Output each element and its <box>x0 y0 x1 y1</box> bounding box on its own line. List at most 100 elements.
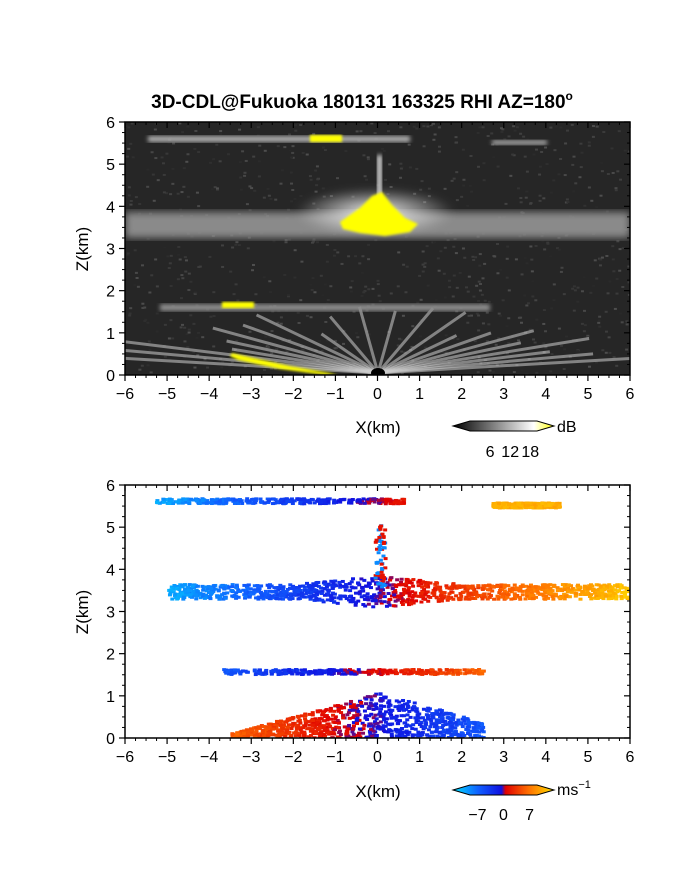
velocity-gate <box>291 586 296 590</box>
velocity-gate <box>342 725 347 729</box>
velocity-gate <box>210 591 215 595</box>
noise-speckle <box>482 162 486 165</box>
noise-speckle <box>533 341 537 344</box>
velocity-gate <box>465 589 470 593</box>
velocity-gate <box>374 692 379 696</box>
velocity-gate <box>387 603 392 607</box>
noise-speckle <box>408 166 412 169</box>
noise-speckle <box>300 260 304 263</box>
velocity-gate <box>378 527 383 531</box>
velocity-gate <box>185 591 190 595</box>
velocity-gate <box>291 721 296 725</box>
noise-speckle <box>266 187 270 190</box>
noise-speckle <box>519 321 523 324</box>
velocity-gate <box>383 730 388 734</box>
velocity-gate <box>284 729 289 733</box>
velocity-gate <box>311 719 316 723</box>
noise-speckle <box>464 286 468 289</box>
velocity-gate <box>514 586 519 590</box>
velocity-gate <box>498 588 503 592</box>
velocity-gate <box>238 499 243 503</box>
velocity-gate <box>420 580 425 584</box>
velocity-gate <box>319 500 324 504</box>
noise-speckle <box>146 364 150 367</box>
velocity-gate <box>610 585 615 589</box>
velocity-gate <box>283 734 288 738</box>
noise-speckle <box>171 167 175 170</box>
velocity-gate <box>292 499 297 503</box>
noise-speckle <box>256 134 260 137</box>
noise-speckle <box>560 266 564 269</box>
velocity-gate <box>373 735 378 738</box>
noise-speckle <box>263 149 267 152</box>
noise-speckle <box>203 358 207 361</box>
velocity-gate <box>332 501 337 505</box>
velocity-gate <box>343 668 348 672</box>
velocity-gate <box>288 723 293 727</box>
velocity-gate <box>331 730 336 734</box>
noise-speckle <box>152 199 156 202</box>
noise-speckle <box>494 343 498 346</box>
velocity-gate <box>245 586 250 590</box>
velocity-gate <box>307 723 312 727</box>
velocity-gate <box>258 591 263 595</box>
noise-speckle <box>426 125 430 128</box>
velocity-gate <box>356 709 361 713</box>
noise-speckle <box>442 272 446 275</box>
velocity-gate <box>607 594 612 598</box>
velocity-gate <box>380 532 385 536</box>
noise-speckle <box>492 156 496 159</box>
velocity-gate <box>618 586 623 590</box>
noise-speckle <box>150 274 154 277</box>
velocity-gate <box>281 723 286 727</box>
noise-speckle <box>186 125 190 128</box>
noise-speckle <box>436 257 440 260</box>
noise-speckle <box>627 265 630 268</box>
velocity-gate <box>529 505 534 509</box>
noise-speckle <box>422 125 426 128</box>
velocity-gate <box>382 577 387 581</box>
velocity-gate <box>272 586 277 590</box>
velocity-gate <box>200 584 205 588</box>
velocity-gate <box>350 707 355 711</box>
velocity-gate <box>377 669 382 673</box>
noise-speckle <box>475 312 479 315</box>
velocity-gate <box>466 719 471 723</box>
noise-speckle <box>246 247 250 250</box>
noise-speckle <box>235 241 239 244</box>
noise-speckle <box>426 284 430 287</box>
noise-speckle <box>613 307 617 310</box>
velocity-gate <box>337 580 342 584</box>
noise-speckle <box>270 352 274 355</box>
noise-speckle <box>197 151 201 154</box>
noise-speckle <box>181 277 185 280</box>
velocity-gate <box>361 497 366 501</box>
velocity-gate <box>451 672 456 676</box>
velocity-gate <box>230 668 235 672</box>
velocity-gate <box>500 595 505 599</box>
noise-speckle <box>512 371 516 374</box>
velocity-gate <box>361 727 366 731</box>
velocity-gate <box>373 576 378 580</box>
velocity-gate <box>383 724 388 728</box>
velocity-gate <box>447 592 452 596</box>
velocity-gate <box>466 585 471 589</box>
noise-speckle <box>440 351 444 354</box>
velocity-gate <box>185 593 190 597</box>
velocity-gate <box>364 697 369 701</box>
velocity-gate <box>418 716 423 720</box>
velocity-gate <box>480 597 485 601</box>
velocity-gate <box>358 735 363 738</box>
noise-speckle <box>213 186 217 189</box>
noise-speckle <box>505 325 509 328</box>
velocity-gate <box>495 584 500 588</box>
velocity-gate <box>595 591 600 595</box>
noise-speckle <box>291 145 295 148</box>
noise-speckle <box>598 325 602 328</box>
y-tick-label: 4 <box>106 199 115 216</box>
velocity-gate <box>332 600 337 604</box>
velocity-gate <box>319 669 324 673</box>
velocity-gate <box>360 670 365 674</box>
noise-speckle <box>367 258 371 261</box>
